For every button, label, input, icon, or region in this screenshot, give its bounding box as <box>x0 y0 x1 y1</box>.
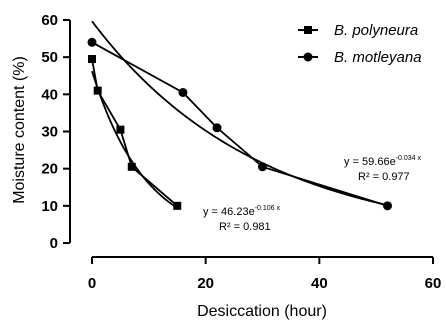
fit-curve-b-motleyana <box>91 20 388 207</box>
series-line-b-polyneura <box>91 58 178 207</box>
legend-label-b-motleyana: B. motleyana <box>334 49 422 66</box>
data-point-b-polyneura <box>127 162 136 171</box>
y-tick-label: 30 <box>41 124 58 141</box>
annotation-b-motleyana-fit: y = 59.66e-0.034 x R² = 0.977 <box>344 155 421 183</box>
data-point-b-polyneura <box>173 201 182 210</box>
data-point-b-motleyana <box>383 201 393 211</box>
ticks-layer: 0 10 20 30 40 50 60 0 20 40 60 <box>41 12 441 292</box>
y-tick-label: 10 <box>41 198 58 215</box>
series-line-b-motleyana <box>91 41 388 207</box>
legend: B. polyneura B. motleyana <box>298 22 422 66</box>
data-point-b-motleyana <box>178 87 188 97</box>
r2-b-motleyana: R² = 0.977 <box>358 171 410 183</box>
y-tick-label: 0 <box>50 235 58 252</box>
fit-equation-exponent: -0.034 x <box>396 155 422 162</box>
y-tick-label: 40 <box>41 86 58 103</box>
fit-equation-prefix: y = 46.23e <box>203 206 255 218</box>
data-point-b-motleyana <box>212 123 222 133</box>
fit-equation-b-motleyana: y = 59.66e-0.034 x <box>344 155 421 168</box>
x-tick-label: 20 <box>197 275 214 292</box>
annotation-b-polyneura-fit: y = 46.23e-0.106 x R² = 0.981 <box>203 205 280 233</box>
y-tick-label: 20 <box>41 161 58 178</box>
series-layer <box>87 37 393 211</box>
x-tick-label: 60 <box>425 275 442 292</box>
fit-equation-b-polyneura: y = 46.23e-0.106 x <box>203 205 280 218</box>
data-point-b-polyneura <box>116 125 125 134</box>
legend-label-b-polyneura: B. polyneura <box>334 22 418 39</box>
fit-curve-b-polyneura <box>91 70 178 209</box>
y-tick-label: 50 <box>41 49 58 66</box>
legend-marker-circle <box>303 52 313 62</box>
fit-equation-exponent: -0.106 x <box>255 205 281 212</box>
y-axis-title: Moisture content (%) <box>11 56 28 204</box>
y-tick-label: 60 <box>41 12 58 29</box>
x-tick-label: 40 <box>311 275 328 292</box>
data-point-b-motleyana <box>258 162 267 172</box>
data-point-b-polyneura <box>88 55 96 64</box>
data-point-b-polyneura <box>93 86 102 95</box>
r2-b-polyneura: R² = 0.981 <box>219 221 271 233</box>
legend-marker-square <box>304 26 312 34</box>
x-axis-title: Desiccation (hour) <box>197 303 327 320</box>
data-point-b-motleyana <box>87 37 97 47</box>
fit-equation-prefix: y = 59.66e <box>344 156 396 168</box>
x-tick-label: 0 <box>88 275 96 292</box>
